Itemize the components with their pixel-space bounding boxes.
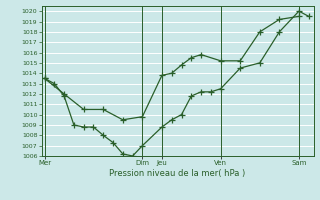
X-axis label: Pression niveau de la mer( hPa ): Pression niveau de la mer( hPa ) (109, 169, 246, 178)
